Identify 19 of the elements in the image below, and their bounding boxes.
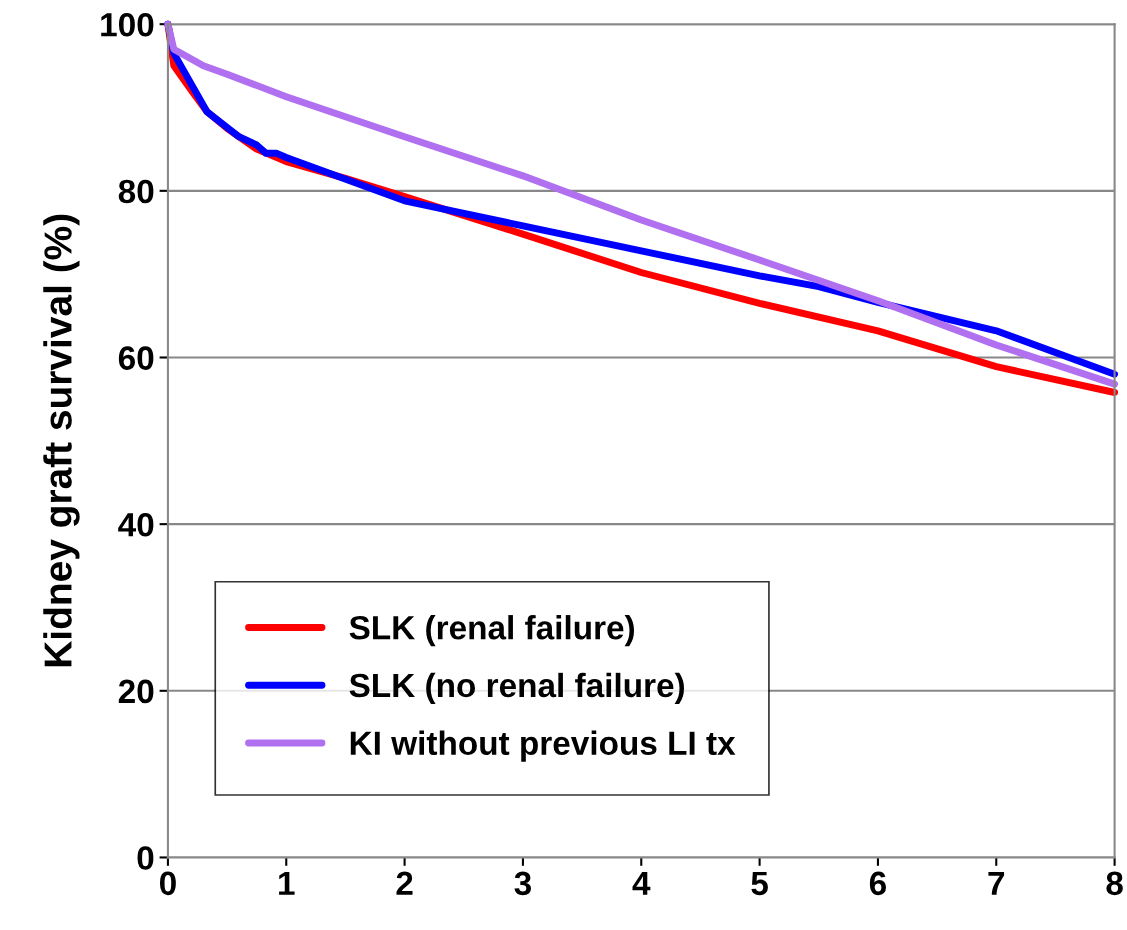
x-tick-label: 5 <box>751 871 768 896</box>
y-tick-label: 0 <box>137 846 154 870</box>
legend-label: SLK (no renal failure) <box>349 672 685 704</box>
x-tick-label: 0 <box>159 871 176 896</box>
y-tick-label: 80 <box>118 179 154 204</box>
legend-label: KI without previous LI tx <box>350 730 736 762</box>
y-tick-label: 60 <box>118 346 154 370</box>
x-tick-label: 8 <box>1106 871 1123 896</box>
y-tick-label: 20 <box>118 679 154 704</box>
y-tick-label: 40 <box>118 512 154 537</box>
x-tick-label: 6 <box>869 871 886 896</box>
x-tick-label: 2 <box>396 871 413 895</box>
x-tick-label: 3 <box>514 871 531 896</box>
legend-label: SLK (renal failure) <box>349 615 635 647</box>
y-tick-label: 100 <box>101 12 154 37</box>
x-tick-label: 1 <box>279 871 295 895</box>
x-tick-label: 7 <box>988 871 1005 895</box>
y-axis-title: Kidney graft survival (%) <box>43 214 80 667</box>
x-tick-label: 4 <box>632 871 651 895</box>
